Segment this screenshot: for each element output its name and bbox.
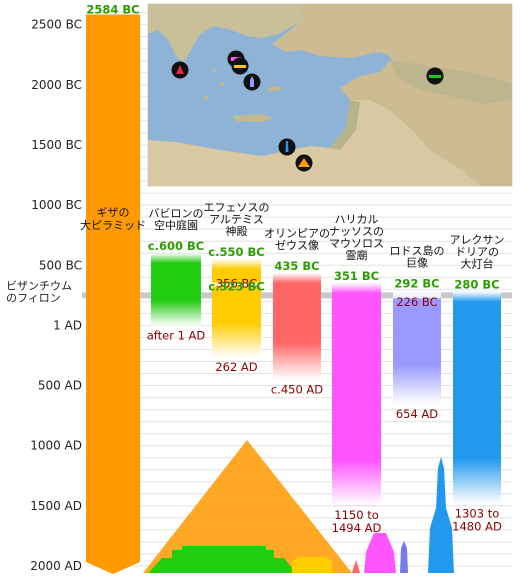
bar-fade-bottom: [332, 460, 381, 506]
garden-icon: [426, 67, 444, 85]
start-value-label: 280 BC: [454, 278, 499, 292]
pyramid-icon: [295, 154, 313, 172]
bar-fade-top: [453, 291, 501, 302]
wonder-name: ドリアの: [455, 246, 499, 259]
reference-line-label: のフィロン: [6, 291, 61, 304]
marker-glyph: [285, 141, 289, 152]
y-axis-ticks: 2500 BC 2000 BC 1500 BC 1000 BC 500 BC 1 AD 50…: [30, 18, 82, 573]
start-value-label: 351 BC: [334, 269, 379, 283]
start-value-label: 292 BC: [394, 276, 439, 290]
marker-glyph: [298, 158, 310, 167]
reference-line-label: ビザンチウム: [6, 279, 72, 292]
bar-fade-top: [393, 290, 441, 301]
bar-gap: [212, 282, 261, 287]
y-tick-label: 2000 AD: [30, 559, 82, 573]
wonder-name: 巨像: [406, 256, 428, 269]
bar-fade-bottom: [393, 364, 441, 405]
wonder-name: ギザの: [97, 206, 130, 219]
wonder-name: 霊廟: [346, 248, 368, 262]
lighthouse-silhouette: [428, 457, 454, 573]
bar-fade-bottom: [453, 458, 501, 504]
end-value-label: 1303 to: [455, 506, 499, 520]
wonder-name: アルテミス: [209, 213, 264, 226]
mausoleum-silhouette: [364, 533, 396, 573]
marker-glyph: [250, 76, 254, 87]
marker-glyph: [234, 65, 246, 68]
lighthouse-icon: [278, 138, 296, 156]
wonder-name: オリンピアの: [264, 227, 330, 240]
y-tick-label: 500 BC: [39, 258, 82, 272]
wonder-name: 大灯台: [461, 257, 494, 271]
bar-fade-top: [332, 283, 381, 294]
y-tick-label: 500 AD: [38, 379, 82, 393]
temple-silhouette: [292, 557, 332, 573]
y-tick-label: 1000 AD: [30, 439, 82, 453]
end-value-label: 654 AD: [396, 407, 438, 421]
wonder-name: エフェソスの: [204, 201, 270, 214]
end-value-label: after 1 AD: [147, 329, 206, 343]
start-value-label: c.600 BC: [148, 239, 204, 253]
parthenon-icon: [171, 61, 189, 79]
wonder-name: バビロンの: [149, 207, 204, 220]
wonder-name: 大ピラミッド: [80, 218, 146, 232]
marker-glyph: [429, 75, 441, 78]
y-tick-label: 1500 BC: [31, 138, 82, 152]
bar-fade-top: [151, 253, 201, 264]
wonder-name: 神殿: [226, 224, 248, 238]
bar: [86, 14, 140, 574]
end-value-label: 1480 AD: [452, 519, 502, 533]
end-value-label: 1494 AD: [332, 521, 382, 535]
garden-silhouette: [148, 546, 296, 573]
temple-icon: [231, 57, 249, 75]
start-value-label: 2584 BC: [86, 3, 139, 17]
start-value-label: 435 BC: [274, 259, 319, 273]
colossus-silhouette: [400, 541, 408, 573]
wonder-name: ゼウス像: [275, 239, 319, 252]
wonder-name: 空中庭園: [154, 218, 198, 232]
start-value-label: c.550 BC: [208, 245, 264, 259]
end-value-label: 262 AD: [215, 360, 257, 374]
bar-fade-top: [273, 273, 321, 284]
bar-fade-bottom: [273, 342, 321, 380]
statue-silhouette: [352, 560, 360, 573]
y-tick-label: 1 AD: [53, 319, 82, 333]
y-tick-label: 1500 AD: [30, 499, 82, 513]
bar-fade-bottom: [151, 300, 201, 326]
end-value-label: 1150 to: [334, 508, 378, 522]
y-tick-label: 2000 BC: [31, 78, 82, 92]
bar-fade-bottom: [212, 322, 261, 357]
wonder-name: ハリカル: [335, 213, 379, 226]
gap-label: 356 BC: [216, 277, 257, 291]
wonder-name: ナッソスの: [329, 225, 384, 238]
marker-glyph: [176, 65, 184, 74]
colossus-icon: [243, 73, 261, 91]
y-tick-label: 2500 BC: [31, 18, 82, 32]
wonder-name: ロドス島の: [390, 243, 445, 257]
wonder-name: アレクサン: [450, 234, 505, 247]
pyramid-silhouette: [143, 440, 352, 573]
gap-label: c.323 BC: [208, 280, 264, 294]
wonder-silhouettes: [143, 440, 454, 573]
bar-fade-top: [212, 259, 261, 270]
y-tick-label: 1000 BC: [31, 198, 82, 212]
wonder-name: マウソロス: [329, 237, 384, 250]
end-value-label: c.450 AD: [271, 383, 323, 397]
map-markers: [171, 50, 444, 172]
mediterranean-map: [147, 3, 513, 187]
gap-label: 226 BC: [396, 295, 437, 309]
